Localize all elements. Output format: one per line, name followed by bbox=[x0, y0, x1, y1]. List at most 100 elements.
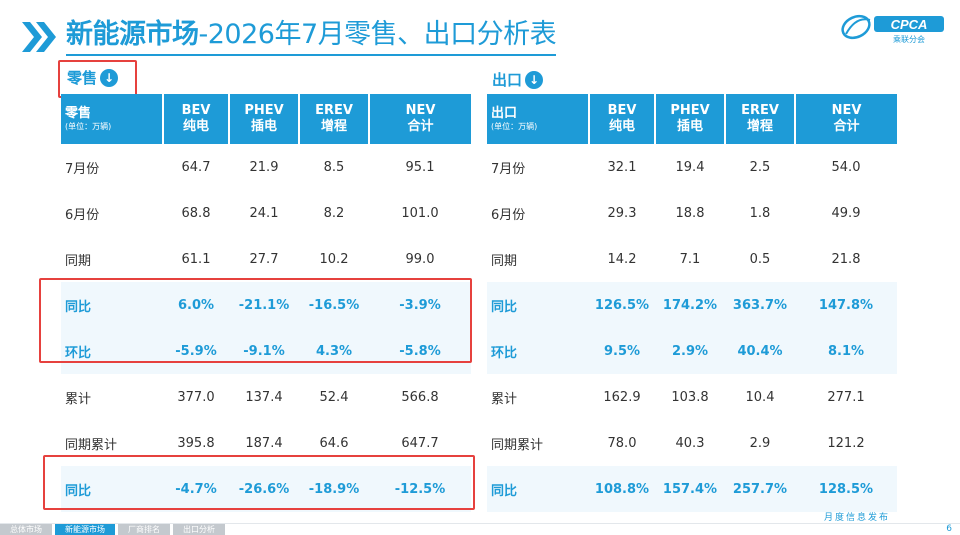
table-cell: 8.5 bbox=[323, 159, 345, 175]
cpca-logo: CPCA 乘联分会 bbox=[841, 14, 944, 44]
table-row: 同比 6.0% -21.1% -16.5% -3.9% bbox=[61, 282, 471, 328]
table-cell: 147.8% bbox=[795, 282, 897, 328]
footer-divider bbox=[0, 523, 960, 524]
table-cell: 40.4% bbox=[725, 328, 795, 374]
retail-section-label: 零售 ↓ bbox=[67, 67, 119, 88]
export-table-body: 7月份 32.1 19.4 2.5 54.0 6月份 29.3 18.8 1.8 49.9 同期 14… bbox=[487, 144, 897, 512]
header-bev: BEV 纯电 bbox=[607, 103, 637, 134]
table-row: 同期累计 78.0 40.3 2.9 121.2 bbox=[487, 420, 897, 466]
table-cell: -5.9% bbox=[163, 328, 229, 374]
table-cell: 2.9% bbox=[655, 328, 725, 374]
row-label: 环比 bbox=[61, 328, 163, 374]
retail-label-text: 零售 bbox=[67, 69, 98, 87]
table-cell: 174.2% bbox=[655, 282, 725, 328]
table-cell: -3.9% bbox=[369, 282, 471, 328]
table-row: 6月份 29.3 18.8 1.8 49.9 bbox=[487, 190, 897, 236]
retail-table: 零售 (单位：万辆) BEV 纯电 PHEV 插电 EREV 增程 NEV 合计 7月份… bbox=[61, 94, 471, 512]
header-cell: 零售 (单位：万辆) bbox=[61, 94, 164, 144]
row-label: 6月份 bbox=[491, 207, 526, 223]
table-cell: 647.7 bbox=[401, 435, 439, 451]
header-cell: PHEV 插电 bbox=[655, 94, 726, 144]
header-title: 出口 bbox=[491, 106, 518, 121]
row-label: 同比 bbox=[487, 282, 589, 328]
header-phev: PHEV 插电 bbox=[670, 103, 710, 134]
table-cell: 24.1 bbox=[249, 205, 279, 221]
footer-tab-ranking[interactable]: 厂商排名 bbox=[118, 524, 170, 535]
cumulative-growth-highlight-box bbox=[43, 455, 475, 510]
row-label: 环比 bbox=[487, 328, 589, 374]
row-label: 同比 bbox=[487, 466, 589, 512]
row-label: 同期累计 bbox=[65, 437, 118, 453]
footer-tab-export[interactable]: 出口分析 bbox=[173, 524, 225, 535]
footer-tab-nev[interactable]: 新能源市场 bbox=[55, 524, 115, 535]
unit-label: (单位：万辆) bbox=[65, 122, 112, 131]
row-label: 累计 bbox=[65, 391, 92, 407]
title-rest: -2026年7月零售、出口分析表 bbox=[198, 19, 557, 50]
table-row: 7月份 64.7 21.9 8.5 95.1 bbox=[61, 144, 471, 190]
table-cell: 187.4 bbox=[245, 435, 283, 451]
table-cell: 8.2 bbox=[323, 205, 345, 221]
table-cell: 137.4 bbox=[245, 389, 283, 405]
header-nev: NEV 合计 bbox=[831, 103, 862, 134]
header-nev: NEV 合计 bbox=[405, 103, 436, 134]
header-bev: BEV 纯电 bbox=[181, 103, 211, 134]
row-label: 累计 bbox=[491, 391, 518, 407]
table-cell: 257.7% bbox=[725, 466, 795, 512]
table-row: 环比 -5.9% -9.1% 4.3% -5.8% bbox=[61, 328, 471, 374]
table-cell: 29.3 bbox=[607, 205, 637, 221]
table-row: 同比 126.5% 174.2% 363.7% 147.8% bbox=[487, 282, 897, 328]
unit-label: (单位：万辆) bbox=[491, 122, 538, 131]
table-cell: -18.9% bbox=[299, 466, 369, 512]
table-cell: 9.5% bbox=[589, 328, 655, 374]
table-cell: 32.1 bbox=[607, 159, 637, 175]
table-cell: 10.2 bbox=[319, 251, 349, 267]
title-main: 新能源市场 bbox=[66, 19, 199, 50]
table-row: 7月份 32.1 19.4 2.5 54.0 bbox=[487, 144, 897, 190]
export-section-label: 出口 ↓ bbox=[492, 69, 544, 90]
row-label: 6月份 bbox=[65, 207, 100, 223]
table-cell: 68.8 bbox=[181, 205, 211, 221]
header-erev: EREV 增程 bbox=[741, 103, 779, 134]
table-cell: 54.0 bbox=[831, 159, 861, 175]
header-phev: PHEV 插电 bbox=[244, 103, 284, 134]
table-cell: 8.1% bbox=[795, 328, 897, 374]
table-cell: 121.2 bbox=[827, 435, 865, 451]
table-cell: 78.0 bbox=[607, 435, 637, 451]
table-cell: 2.9 bbox=[749, 435, 771, 451]
row-label: 同期 bbox=[491, 253, 518, 269]
table-cell: 14.2 bbox=[607, 251, 637, 267]
header-cell: NEV 合计 bbox=[369, 94, 471, 144]
table-cell: 277.1 bbox=[827, 389, 865, 405]
table-cell: 126.5% bbox=[589, 282, 655, 328]
footer-tab-overall[interactable]: 总体市场 bbox=[0, 524, 52, 535]
header-cell: EREV 增程 bbox=[725, 94, 796, 144]
header-title: 零售 bbox=[65, 106, 92, 121]
table-cell: 10.4 bbox=[745, 389, 775, 405]
table-cell: 49.9 bbox=[831, 205, 861, 221]
export-label-text: 出口 bbox=[492, 71, 523, 89]
chevron-right-icon bbox=[22, 22, 56, 52]
table-row: 同期累计 395.8 187.4 64.6 647.7 bbox=[61, 420, 471, 466]
export-table: 出口 (单位：万辆) BEV 纯电 PHEV 插电 EREV 增程 NEV 合计 7月份… bbox=[487, 94, 897, 512]
logo-text: CPCA bbox=[891, 17, 928, 32]
table-row: 累计 377.0 137.4 52.4 566.8 bbox=[61, 374, 471, 420]
table-row: 同期 61.1 27.7 10.2 99.0 bbox=[61, 236, 471, 282]
table-cell: -26.6% bbox=[229, 466, 299, 512]
row-label: 7月份 bbox=[65, 161, 100, 177]
table-cell: -21.1% bbox=[229, 282, 299, 328]
row-label: 同期累计 bbox=[491, 437, 544, 453]
table-cell: 52.4 bbox=[319, 389, 349, 405]
table-cell: 27.7 bbox=[249, 251, 279, 267]
retail-label-highlight-box bbox=[58, 60, 137, 98]
table-cell: 95.1 bbox=[405, 159, 435, 175]
table-cell: 99.0 bbox=[405, 251, 435, 267]
table-cell: -16.5% bbox=[299, 282, 369, 328]
table-cell: 4.3% bbox=[299, 328, 369, 374]
table-row: 6月份 68.8 24.1 8.2 101.0 bbox=[61, 190, 471, 236]
table-header-row: 零售 (单位：万辆) BEV 纯电 PHEV 插电 EREV 增程 NEV 合计 bbox=[61, 94, 471, 144]
logo-subtext: 乘联分会 bbox=[893, 34, 925, 44]
table-cell: -12.5% bbox=[369, 466, 471, 512]
table-cell: -5.8% bbox=[369, 328, 471, 374]
table-cell: 566.8 bbox=[401, 389, 439, 405]
table-cell: 18.8 bbox=[675, 205, 705, 221]
